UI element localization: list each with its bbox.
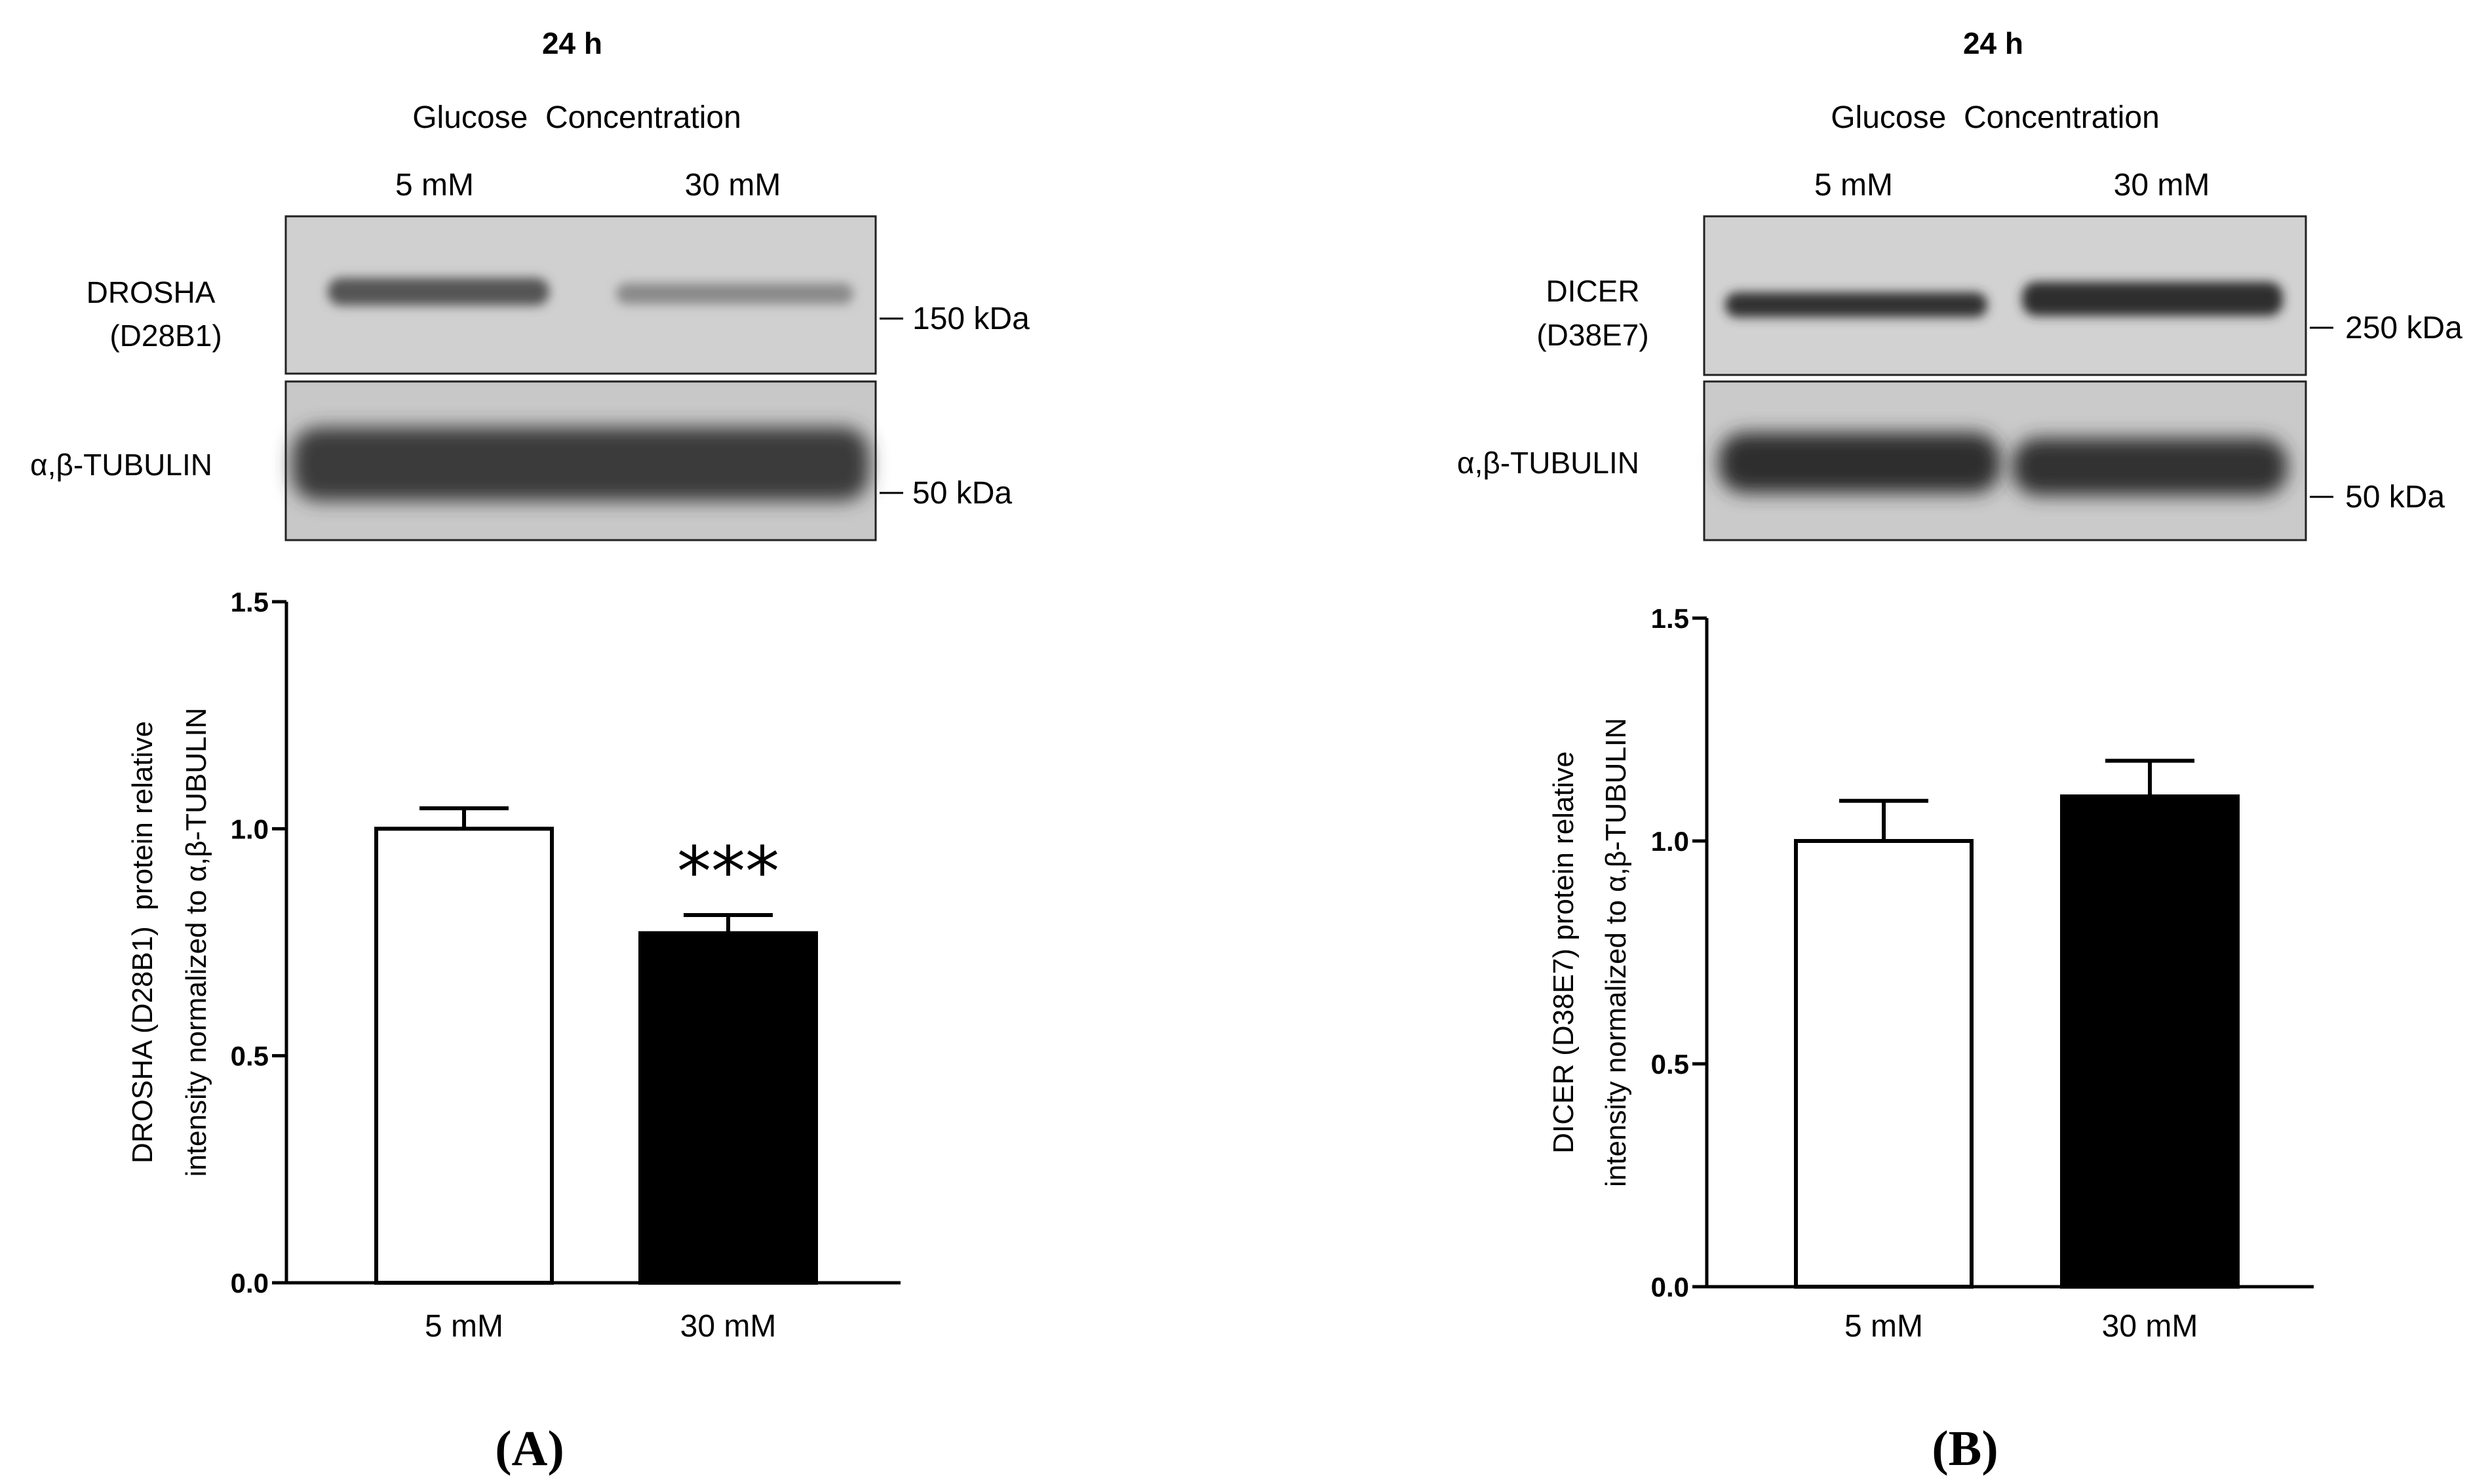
panel-a-lane-label-1: 5 mM	[395, 168, 474, 203]
chart-b-y-tick-label: 0.0	[1651, 1272, 1689, 1302]
chart-a-bar	[638, 931, 818, 1285]
panel-b-dicer-label: DICER	[1546, 274, 1639, 308]
chart-b-y-label-line-1: DICER (D38E7) protein relative	[1548, 751, 1580, 1154]
panel-b-letter: (B)	[1932, 1421, 1998, 1476]
panel-b-dicer-marker: 250 kDa	[2345, 311, 2463, 345]
panel-a-letter: (A)	[495, 1421, 564, 1476]
panel-b-tubulin-band-2	[2012, 438, 2288, 496]
chart-b-category-label: 5 mM	[1844, 1309, 1923, 1344]
chart-a-category-label: 5 mM	[425, 1309, 503, 1344]
panel-a-tubulin-label: α,β-TUBULIN	[30, 448, 212, 482]
chart-a-y-tick-label: 1.5	[231, 587, 269, 617]
panel-a-drosha-band-2	[616, 283, 853, 304]
panel-a-drosha-marker: 150 kDa	[912, 302, 1030, 336]
chart-b-y-label-line-2: intensity normalized to α,β-TUBULIN	[1600, 718, 1632, 1187]
chart-b: 0.0 0.5 1.0 1.5 5 mM 30 mM DICER (D38E7) prote…	[1548, 603, 2314, 1344]
panel-a-lane-label-2: 30 mM	[685, 168, 781, 203]
panel-a-time-label: 24 h	[542, 26, 602, 60]
chart-b-bar	[1794, 839, 1974, 1289]
chart-b-y-tick-label: 0.5	[1651, 1049, 1689, 1080]
panel-b-tubulin-label: α,β-TUBULIN	[1457, 446, 1639, 480]
panel-b-condition-label: Glucose Concentration	[1831, 100, 2160, 135]
chart-a-y-label-line-2: intensity normalized to α,β-TUBULIN	[180, 708, 212, 1177]
panel-a-drosha-band-1	[328, 278, 549, 305]
chart-a-y-tick-label: 1.0	[231, 813, 269, 844]
panel-a-tubulin-marker: 50 kDa	[912, 476, 1012, 511]
chart-a-significance-label: ***	[677, 832, 779, 912]
panel-b-dicer-band-1	[1725, 292, 1987, 317]
chart-a-y-tick-label: 0.5	[231, 1041, 269, 1072]
panel-a-letter-text: A	[512, 1421, 548, 1476]
chart-b-y-tick-label: 1.5	[1651, 603, 1689, 634]
panel-a-blot: 24 h Glucose Concentration 5 mM 30 mM DR…	[30, 26, 1030, 541]
chart-a-bar	[374, 827, 554, 1285]
panel-b-dicer-clone: (D38E7)	[1536, 318, 1648, 352]
panel-b-tubulin-marker: 50 kDa	[2345, 480, 2445, 515]
panel-b-time-label: 24 h	[1963, 26, 2023, 60]
panel-b-dicer-band-2	[2022, 282, 2283, 316]
panel-b-blot: 24 h Glucose Concentration 5 mM 30 mM DI…	[1457, 26, 2463, 541]
panel-a-drosha-label: DROSHA	[87, 275, 216, 309]
chart-a-category-label: 30 mM	[680, 1309, 777, 1344]
chart-a-y-tick-label: 0.0	[231, 1268, 269, 1298]
panel-b-lane-label-1: 5 mM	[1814, 168, 1893, 203]
chart-b-bar	[2060, 794, 2240, 1289]
chart-b-category-label: 30 mM	[2102, 1309, 2198, 1344]
chart-b-y-tick-label: 1.0	[1651, 826, 1689, 857]
panel-b-letter-text: B	[1949, 1421, 1982, 1476]
panel-b-tubulin-band-1	[1719, 433, 2000, 493]
panel-a-drosha-clone: (D28B1)	[109, 319, 222, 353]
panel-a-tubulin-band	[292, 427, 869, 501]
panel-a-condition-label: Glucose Concentration	[412, 100, 741, 135]
chart-a-y-label-line-1: DROSHA (D28B1) protein relative	[127, 721, 159, 1163]
panel-b-lane-label-2: 30 mM	[2114, 168, 2210, 203]
chart-a: 0.0 0.5 1.0 1.5 5 mM 30 mM *** DROSHA (D28B1) p…	[127, 587, 901, 1344]
